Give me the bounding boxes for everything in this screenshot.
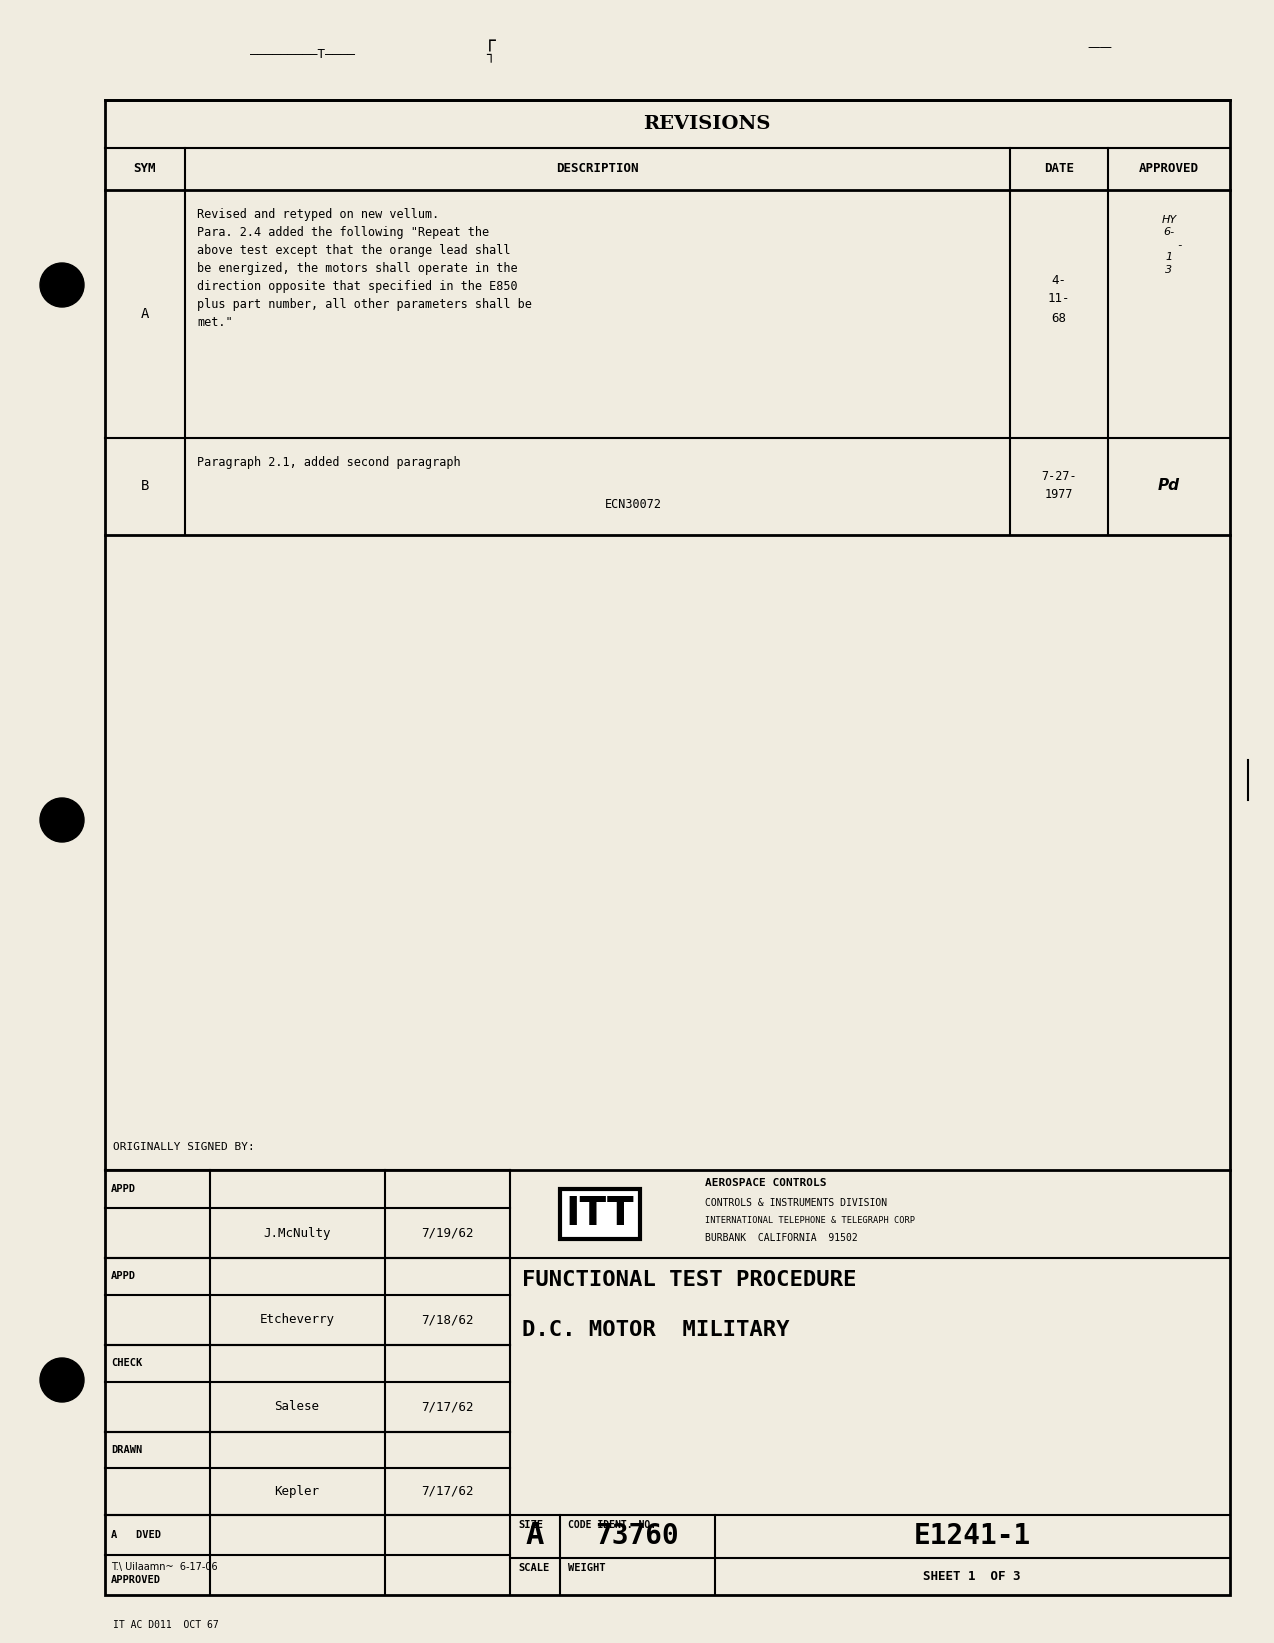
- Text: ORIGINALLY SIGNED BY:: ORIGINALLY SIGNED BY:: [113, 1142, 255, 1152]
- Text: FUNCTIONAL TEST PROCEDURE: FUNCTIONAL TEST PROCEDURE: [522, 1270, 856, 1290]
- Text: Kepler: Kepler: [274, 1485, 320, 1497]
- Text: 7/17/62: 7/17/62: [420, 1485, 473, 1497]
- Text: 7/19/62: 7/19/62: [420, 1227, 473, 1239]
- Text: Etcheverry: Etcheverry: [260, 1313, 335, 1326]
- Text: Revised and retyped on new vellum.
Para. 2.4 added the following "Repeat the
abo: Revised and retyped on new vellum. Para.…: [197, 209, 531, 329]
- Text: T.\ Uilaamn~  6-17-06: T.\ Uilaamn~ 6-17-06: [111, 1562, 218, 1572]
- Text: B: B: [141, 480, 149, 493]
- Text: 4-
11-
68: 4- 11- 68: [1047, 273, 1070, 325]
- Text: CONTROLS & INSTRUMENTS DIVISION: CONTROLS & INSTRUMENTS DIVISION: [705, 1198, 887, 1208]
- Text: DESCRIPTION: DESCRIPTION: [555, 163, 638, 176]
- Text: BURBANK  CALIFORNIA  91502: BURBANK CALIFORNIA 91502: [705, 1232, 857, 1244]
- Text: Paragraph 2.1, added second paragraph: Paragraph 2.1, added second paragraph: [197, 457, 461, 468]
- Text: APPD: APPD: [111, 1272, 136, 1282]
- Text: A   DVED: A DVED: [111, 1530, 161, 1539]
- Text: WEIGHT: WEIGHT: [568, 1562, 605, 1572]
- Text: IT AC D011  OCT 67: IT AC D011 OCT 67: [113, 1620, 219, 1630]
- Text: SHEET 1  OF 3: SHEET 1 OF 3: [924, 1569, 1020, 1582]
- Circle shape: [39, 1359, 84, 1401]
- Text: CODE IDENT. NO.: CODE IDENT. NO.: [568, 1520, 656, 1530]
- Text: ECN30072: ECN30072: [605, 498, 662, 511]
- Text: DATE: DATE: [1043, 163, 1074, 176]
- Text: APPROVED: APPROVED: [1139, 163, 1199, 176]
- Text: Salese: Salese: [274, 1400, 320, 1413]
- Text: A: A: [141, 307, 149, 320]
- Text: —————————T————: —————————T————: [250, 49, 355, 61]
- Text: REVISIONS: REVISIONS: [643, 115, 771, 133]
- Text: SCALE: SCALE: [519, 1562, 549, 1572]
- Text: INTERNATIONAL TELEPHONE & TELEGRAPH CORP: INTERNATIONAL TELEPHONE & TELEGRAPH CORP: [705, 1216, 915, 1226]
- Text: SYM: SYM: [134, 163, 157, 176]
- Text: Pd: Pd: [1158, 478, 1180, 493]
- Text: D.C. MOTOR  MILITARY: D.C. MOTOR MILITARY: [522, 1319, 790, 1341]
- Text: 7-27-
1977: 7-27- 1977: [1041, 470, 1077, 501]
- Text: HY
6-
  -
1
3: HY 6- - 1 3: [1156, 215, 1182, 274]
- Circle shape: [39, 263, 84, 307]
- Text: SIZE: SIZE: [519, 1520, 543, 1530]
- Text: APPROVED: APPROVED: [111, 1576, 161, 1585]
- Text: 73760: 73760: [595, 1521, 679, 1549]
- Text: AEROSPACE CONTROLS: AEROSPACE CONTROLS: [705, 1178, 827, 1188]
- Text: E1241-1: E1241-1: [913, 1521, 1031, 1549]
- Text: A: A: [526, 1521, 544, 1551]
- Text: ┌: ┌: [484, 33, 496, 51]
- Text: ——: ——: [1088, 41, 1112, 54]
- Bar: [104, 100, 1229, 1595]
- Text: ITT: ITT: [566, 1194, 634, 1232]
- Text: J.McNulty: J.McNulty: [264, 1227, 331, 1239]
- Text: APPD: APPD: [111, 1185, 136, 1194]
- Circle shape: [39, 798, 84, 841]
- Text: 7/17/62: 7/17/62: [420, 1400, 473, 1413]
- Text: CHECK: CHECK: [111, 1359, 143, 1369]
- Text: DRAWN: DRAWN: [111, 1444, 143, 1456]
- Text: ┐: ┐: [485, 48, 494, 62]
- Text: 7/18/62: 7/18/62: [420, 1313, 473, 1326]
